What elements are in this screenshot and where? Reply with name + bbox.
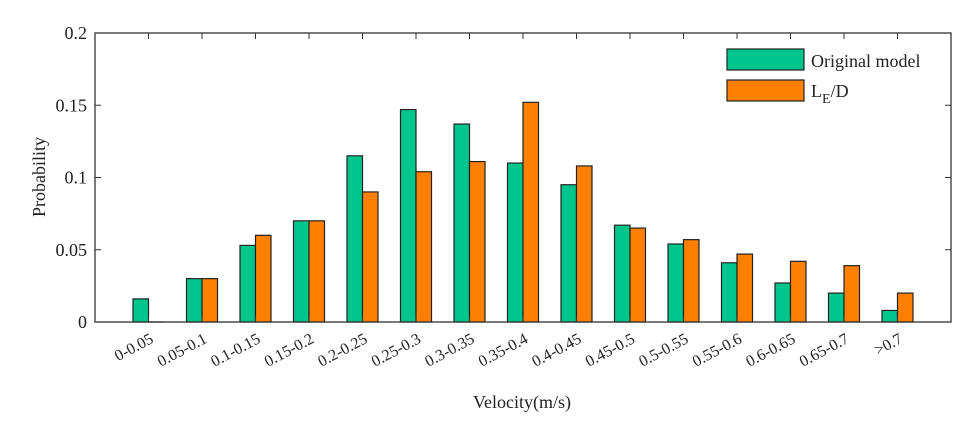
- x-tick-label: 0.35-0.4: [476, 331, 531, 371]
- bar-original-5: [401, 110, 417, 322]
- bar-original-11: [722, 263, 738, 322]
- x-tick-label: 0.4-0.45: [529, 331, 584, 371]
- bar-le-d-12: [791, 261, 807, 322]
- x-axis-label: Velocity(m/s): [473, 392, 571, 413]
- bar-le-d-7: [523, 102, 539, 322]
- x-tick-label: 0.15-0.2: [262, 331, 317, 371]
- x-tick-label: 0.25-0.3: [369, 331, 424, 371]
- y-tick-label: 0.2: [65, 23, 88, 43]
- bar-original-12: [775, 283, 791, 322]
- bar-le-d-10: [684, 240, 700, 322]
- legend-label-original: Original model: [811, 51, 920, 71]
- x-tick-label: 0.6-0.65: [743, 331, 798, 371]
- x-tick-label: 0.3-0.35: [422, 331, 477, 371]
- legend-swatch-le-d: [727, 80, 804, 101]
- bar-original-9: [615, 225, 631, 322]
- bar-original-14: [882, 310, 898, 322]
- x-tick-label: 0.2-0.25: [315, 331, 370, 371]
- x-tick-label: 0.45-0.5: [583, 331, 638, 371]
- bar-original-13: [829, 293, 845, 322]
- bar-original-1: [187, 279, 203, 322]
- bar-le-d-14: [898, 293, 914, 322]
- bar-original-0: [133, 299, 149, 322]
- bar-original-8: [561, 185, 577, 322]
- x-tick-label: 0-0.05: [112, 331, 156, 365]
- bar-original-6: [454, 124, 470, 322]
- bar-original-10: [668, 244, 684, 322]
- x-tick-label: 0.55-0.6: [690, 331, 745, 371]
- bar-le-d-13: [844, 266, 860, 322]
- bar-original-2: [240, 245, 256, 322]
- y-tick-label: 0.15: [56, 95, 88, 115]
- legend: Original model LE/D: [727, 49, 920, 107]
- bar-original-4: [347, 156, 363, 322]
- bar-le-d-11: [737, 254, 753, 322]
- bar-le-d-9: [630, 228, 646, 322]
- x-tick-label: 0.1-0.15: [208, 331, 263, 371]
- y-axis-label: Probability: [29, 137, 49, 217]
- x-tick-label: 0.5-0.55: [636, 331, 691, 371]
- y-tick-label: 0: [78, 312, 87, 332]
- bars-group: [133, 102, 913, 322]
- bar-original-3: [294, 221, 310, 322]
- y-tick-label: 0.1: [65, 168, 88, 188]
- x-tick-label: >0.7: [872, 331, 906, 360]
- bar-le-d-5: [416, 172, 432, 322]
- bar-original-7: [508, 163, 524, 322]
- bar-le-d-8: [577, 166, 593, 322]
- bar-le-d-3: [309, 221, 325, 322]
- bar-le-d-2: [256, 235, 272, 322]
- x-tick-label: 0.05-0.1: [155, 331, 210, 371]
- x-tick-label: 0.65-0.7: [797, 331, 852, 371]
- legend-label-le-d: LE/D: [811, 81, 849, 107]
- bar-le-d-6: [470, 162, 486, 322]
- y-tick-label: 0.05: [56, 240, 88, 260]
- legend-swatch-original: [727, 49, 804, 70]
- bar-le-d-4: [363, 192, 379, 322]
- bar-le-d-1: [202, 279, 218, 322]
